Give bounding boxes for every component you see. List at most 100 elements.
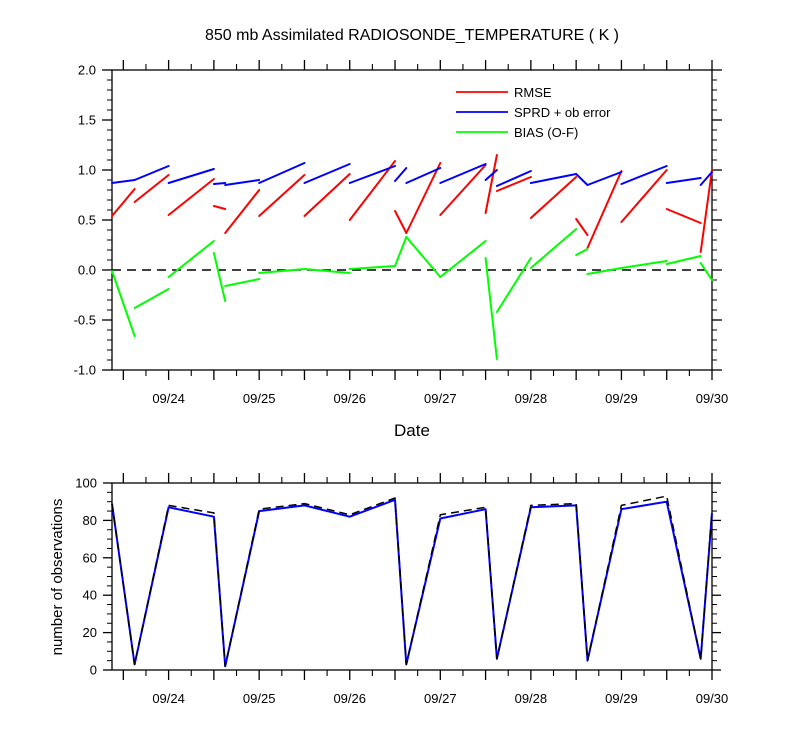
bias-line-segment bbox=[665, 255, 702, 265]
rmse-line-segment bbox=[699, 169, 713, 253]
sprd-line-segment bbox=[303, 163, 351, 184]
sprd-line-segment bbox=[575, 173, 589, 186]
x-tick-label: 09/29 bbox=[605, 391, 638, 406]
rmse-line-group bbox=[111, 154, 713, 253]
sprd-line-segment bbox=[439, 163, 487, 184]
rmse-line-segment bbox=[586, 170, 623, 249]
x-tick-label: 09/24 bbox=[152, 691, 185, 706]
sprd-line-segment bbox=[495, 170, 532, 187]
bias-line-segment bbox=[224, 278, 261, 287]
sprd-line-segment bbox=[212, 182, 227, 185]
x-tick-label: 09/30 bbox=[696, 391, 729, 406]
rmse-line-segment bbox=[394, 210, 408, 234]
bias-line-segment bbox=[405, 236, 442, 278]
bias-line-segment bbox=[348, 265, 397, 270]
legend-label-bias: BIAS (O-F) bbox=[514, 125, 578, 140]
y-tick-label: 0 bbox=[90, 663, 97, 678]
rmse-line-segment bbox=[405, 162, 442, 234]
sprd-line-segment bbox=[133, 165, 170, 181]
y-tick-label: 1.0 bbox=[78, 163, 96, 178]
rmse-line-segment bbox=[620, 169, 668, 223]
rmse-line-segment bbox=[348, 160, 397, 221]
bottom-plot-ticks bbox=[103, 473, 721, 680]
sprd-line-segment bbox=[224, 179, 261, 186]
bias-line-segment bbox=[439, 240, 487, 278]
bias-line-segment bbox=[258, 268, 306, 274]
sprd-line-segment bbox=[348, 165, 397, 184]
bias-line-segment bbox=[212, 252, 227, 302]
y-tick-label: 1.5 bbox=[78, 113, 96, 128]
bias-line-segment bbox=[575, 248, 589, 256]
x-tick-label: 09/29 bbox=[605, 691, 638, 706]
x-tick-label: 09/26 bbox=[333, 691, 366, 706]
rmse-line-segment bbox=[665, 208, 702, 224]
x-tick-label: 09/30 bbox=[696, 691, 729, 706]
top-plot: 09/24 09/25 09/26 09/27 09/28 09/29 09/30 -1.0 -… bbox=[74, 60, 729, 440]
rmse-line-segment bbox=[575, 218, 589, 236]
x-axis-label: Date bbox=[394, 421, 430, 440]
sprd-line-segment bbox=[484, 169, 498, 181]
rmse-line-segment bbox=[495, 176, 532, 192]
bias-line-segment bbox=[303, 268, 351, 274]
rmse-line-segment bbox=[303, 173, 351, 217]
sprd-line-segment bbox=[665, 177, 702, 184]
rmse-line-segment bbox=[111, 188, 136, 217]
chart-title: 850 mb Assimilated RADIOSONDE_TEMPERATUR… bbox=[205, 27, 619, 44]
x-tick-label: 09/27 bbox=[424, 391, 457, 406]
rmse-line-segment bbox=[133, 174, 170, 203]
legend-label-rmse: RMSE bbox=[514, 85, 552, 100]
y-tick-label: 20 bbox=[83, 625, 97, 640]
sprd-line-segment bbox=[258, 162, 306, 184]
rmse-line-segment bbox=[529, 176, 578, 219]
bottom-plot-tick-labels: 09/24 09/25 09/26 09/27 09/28 09/29 09/30 0 20 40… bbox=[75, 476, 728, 707]
x-tick-label: 09/27 bbox=[424, 691, 457, 706]
bias-line-segment bbox=[484, 257, 498, 360]
y-tick-label: 2.0 bbox=[78, 63, 96, 78]
x-tick-label: 09/28 bbox=[515, 391, 548, 406]
bias-line-segment bbox=[111, 270, 136, 337]
sprd-line-segment bbox=[586, 171, 623, 186]
top-plot-series bbox=[111, 154, 713, 360]
bottom-plot-series bbox=[111, 495, 713, 668]
bias-line-segment bbox=[394, 236, 408, 267]
sprd-line-segment bbox=[167, 168, 215, 184]
sprd-line-segment bbox=[405, 167, 442, 184]
bias-line-segment bbox=[529, 228, 578, 269]
sprd-line-segment bbox=[699, 171, 713, 186]
rmse-line-segment bbox=[224, 189, 261, 234]
y-tick-label: 60 bbox=[83, 550, 97, 565]
y-axis-label-observations: number of observations bbox=[49, 499, 66, 656]
rmse-line-segment bbox=[212, 205, 227, 210]
y-tick-label: 0.5 bbox=[78, 213, 96, 228]
bias-line-segment bbox=[699, 262, 713, 281]
x-tick-label: 09/26 bbox=[333, 391, 366, 406]
sprd-line-group bbox=[111, 162, 713, 187]
obs-possible-line bbox=[111, 495, 713, 668]
y-tick-label: 0.0 bbox=[78, 263, 96, 278]
bias-line-segment bbox=[495, 257, 532, 313]
y-tick-label: 40 bbox=[83, 588, 97, 603]
y-tick-label: 100 bbox=[75, 476, 97, 491]
sprd-line-segment bbox=[394, 167, 408, 182]
y-tick-label: -1.0 bbox=[74, 363, 96, 378]
rmse-line-segment bbox=[484, 154, 498, 214]
rmse-line-segment bbox=[258, 174, 306, 217]
bias-line-segment bbox=[586, 267, 623, 275]
x-tick-label: 09/28 bbox=[515, 691, 548, 706]
bias-line-segment bbox=[620, 260, 668, 269]
bias-line-group bbox=[111, 228, 713, 360]
sprd-line-segment bbox=[111, 179, 136, 184]
sprd-line-segment bbox=[620, 165, 668, 185]
x-tick-label: 09/24 bbox=[152, 391, 185, 406]
x-tick-label: 09/25 bbox=[243, 691, 276, 706]
rmse-line-segment bbox=[167, 178, 215, 216]
top-plot-tick-labels: 09/24 09/25 09/26 09/27 09/28 09/29 09/30 -1.0 -… bbox=[74, 63, 729, 407]
legend-label-sprd: SPRD + ob error bbox=[514, 105, 611, 120]
y-tick-label: -0.5 bbox=[74, 313, 96, 328]
y-tick-label: 80 bbox=[83, 513, 97, 528]
sprd-line-segment bbox=[529, 173, 578, 184]
legend: RMSE SPRD + ob error BIAS (O-F) bbox=[456, 85, 611, 140]
bottom-plot: 09/24 09/25 09/26 09/27 09/28 09/29 09/30 0 20 40… bbox=[49, 473, 728, 706]
x-tick-label: 09/25 bbox=[243, 391, 276, 406]
